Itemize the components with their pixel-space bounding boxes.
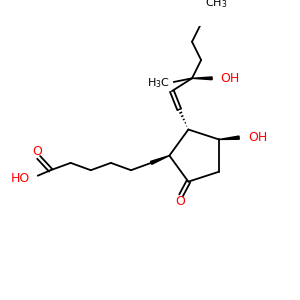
Text: CH$_3$: CH$_3$ — [205, 0, 227, 10]
Text: O: O — [175, 195, 185, 208]
Text: H$_3$C: H$_3$C — [147, 76, 170, 90]
Polygon shape — [192, 77, 212, 80]
Polygon shape — [151, 156, 169, 164]
Polygon shape — [219, 136, 239, 140]
Text: HO: HO — [10, 172, 30, 185]
Text: O: O — [32, 145, 42, 158]
Text: OH: OH — [220, 72, 240, 85]
Text: OH: OH — [248, 131, 268, 144]
